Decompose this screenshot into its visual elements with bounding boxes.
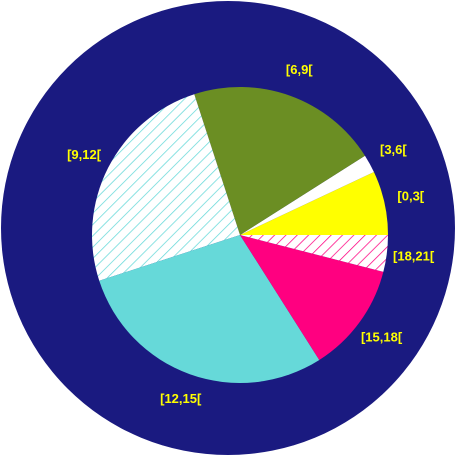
pie-slice bbox=[240, 155, 374, 235]
slice-label: [15,18[ bbox=[361, 329, 403, 344]
slice-label: [18,21[ bbox=[393, 248, 435, 263]
slice-label: [12,15[ bbox=[160, 391, 202, 406]
pie-slice bbox=[99, 235, 320, 384]
pie-slice bbox=[240, 235, 384, 360]
slice-label: [0,3[ bbox=[397, 188, 424, 203]
slice-label: [6,9[ bbox=[286, 62, 313, 77]
pie-slice bbox=[240, 235, 388, 272]
slice-label: [3,6[ bbox=[380, 142, 407, 157]
slice-label: [9,12[ bbox=[67, 147, 102, 162]
pie-slice bbox=[194, 86, 365, 235]
pie-slice bbox=[240, 171, 388, 235]
pie-slice bbox=[91, 94, 241, 281]
